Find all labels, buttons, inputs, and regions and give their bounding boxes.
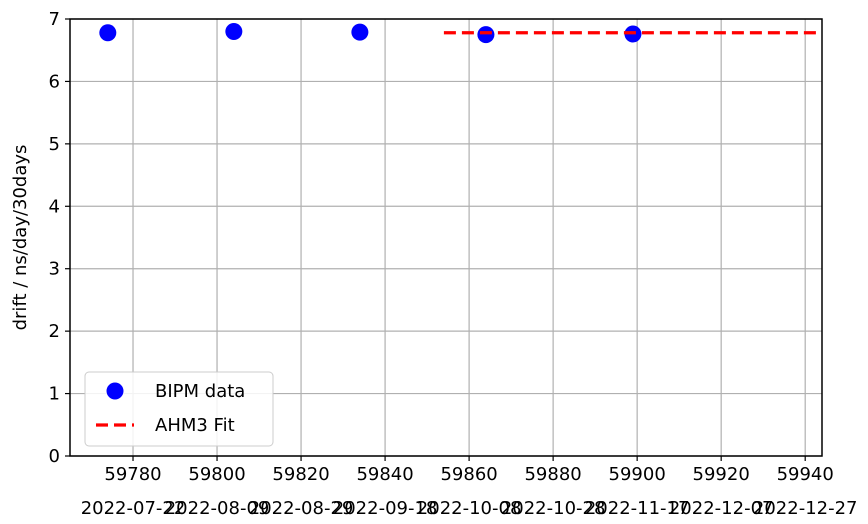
x-tick-label: 59900 — [609, 464, 666, 485]
x-date-tick-label: 2022-10-08 — [417, 498, 522, 519]
legend: BIPM data AHM3 Fit — [84, 371, 274, 447]
data-point — [477, 26, 495, 44]
y-tick-label: 6 — [49, 71, 60, 92]
x-date-tick-label: 2022-12-07 — [669, 498, 774, 519]
x-date-tick-label: 2022-08-29 — [249, 498, 354, 519]
y-tick-label: 4 — [49, 196, 60, 217]
y-tick-label: 1 — [49, 384, 60, 405]
x-axis: 59780 59800 59820 59840 59860 59880 59900 59920… — [81, 456, 858, 519]
y-tick-label: 7 — [49, 9, 60, 30]
x-tick-label: 59780 — [104, 464, 161, 485]
data-point — [225, 22, 243, 40]
legend-label: AHM3 Fit — [155, 415, 235, 436]
y-axis: 0 1 2 3 4 5 6 7 — [49, 9, 70, 467]
plot-frame — [69, 18, 823, 457]
legend-swatch-marker — [106, 382, 124, 400]
x-date-tick-label: 2022-07-22 — [81, 498, 186, 519]
x-date-tick-label: 2022-12-27 — [753, 498, 858, 519]
x-date-tick-label: 2022-10-28 — [501, 498, 606, 519]
y-tick-label: 0 — [49, 446, 60, 467]
x-tick-label: 59920 — [693, 464, 750, 485]
y-axis-label: drift / ns/day/30days — [10, 145, 31, 331]
x-tick-label: 59880 — [524, 464, 581, 485]
y-tick-label: 5 — [49, 134, 60, 155]
x-date-tick-label: 2022-09-18 — [333, 498, 438, 519]
x-date-tick-label: 2022-08-09 — [165, 498, 270, 519]
legend-label: BIPM data — [155, 381, 245, 402]
x-tick-label: 59820 — [272, 464, 329, 485]
x-tick-label: 59800 — [188, 464, 245, 485]
series-layer — [99, 22, 822, 44]
data-point — [99, 24, 117, 42]
x-tick-label: 59940 — [777, 464, 834, 485]
x-tick-label: 59840 — [356, 464, 413, 485]
legend-box — [84, 371, 274, 447]
y-tick-label: 2 — [49, 321, 60, 342]
y-tick-label: 3 — [49, 259, 60, 280]
data-point — [351, 23, 369, 41]
x-tick-label: 59860 — [440, 464, 497, 485]
x-date-tick-label: 2022-11-17 — [585, 498, 690, 519]
